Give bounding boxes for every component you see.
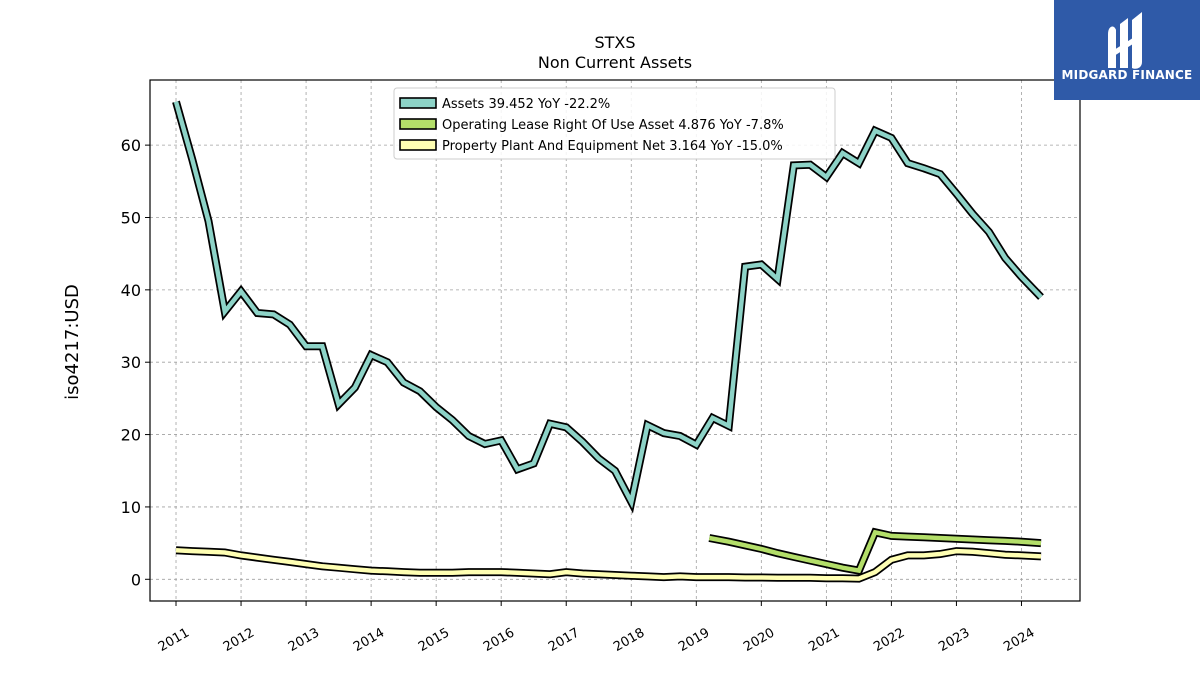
- x-tick-label: 2024: [1001, 625, 1037, 655]
- legend-label: Assets 39.452 YoY -22.2%: [442, 97, 610, 112]
- chart-subtitle: Non Current Assets: [538, 53, 692, 72]
- x-tick-label: 2015: [416, 625, 452, 655]
- legend-label: Property Plant And Equipment Net 3.164 Y…: [442, 139, 783, 154]
- y-axis-label: iso4217:USD: [62, 284, 83, 400]
- x-tick-label: 2021: [806, 625, 842, 655]
- plot-frame: [149, 79, 1081, 602]
- legend-swatch: [399, 97, 437, 109]
- brand-name: MIDGARD FINANCE: [1061, 68, 1193, 82]
- legend-swatch: [399, 118, 437, 130]
- x-tick-label: 2012: [221, 625, 257, 655]
- x-tick-label: 2018: [611, 625, 647, 655]
- series-line: [173, 101, 1043, 509]
- legend-label: Operating Lease Right Of Use Asset 4.876…: [442, 118, 784, 133]
- x-tick-label: 2019: [676, 625, 712, 655]
- series-line: [175, 548, 1042, 581]
- x-tick-label: 2017: [546, 625, 582, 655]
- x-tick-label: 2020: [741, 625, 777, 655]
- x-tick-label: 2011: [156, 625, 192, 655]
- legend: Assets 39.452 YoY -22.2% Operating Lease …: [393, 87, 836, 160]
- x-tick-label: 2016: [481, 625, 517, 655]
- x-tick-label: 2023: [936, 625, 972, 655]
- y-tick-label: 10: [121, 498, 141, 517]
- y-tick-label: 0: [131, 570, 141, 589]
- x-tick-label: 2013: [286, 625, 322, 655]
- y-tick-label: 30: [121, 353, 141, 372]
- series-lines: [172, 100, 1044, 583]
- x-tick-label: 2022: [871, 625, 907, 655]
- x-tick-label: 2014: [351, 625, 387, 655]
- grid: [150, 80, 1080, 601]
- brand-mark-icon: [1108, 12, 1142, 69]
- series-line: [708, 529, 1042, 574]
- y-tick-label: 60: [121, 136, 141, 155]
- legend-swatch: [399, 139, 437, 151]
- y-tick-label: 40: [121, 281, 141, 300]
- y-tick-label: 50: [121, 208, 141, 227]
- y-tick-label: 20: [121, 426, 141, 445]
- brand-logo-box: MIDGARD FINANCE: [1054, 0, 1200, 100]
- chart-title: STXS: [594, 33, 635, 52]
- legend-box: [393, 87, 836, 160]
